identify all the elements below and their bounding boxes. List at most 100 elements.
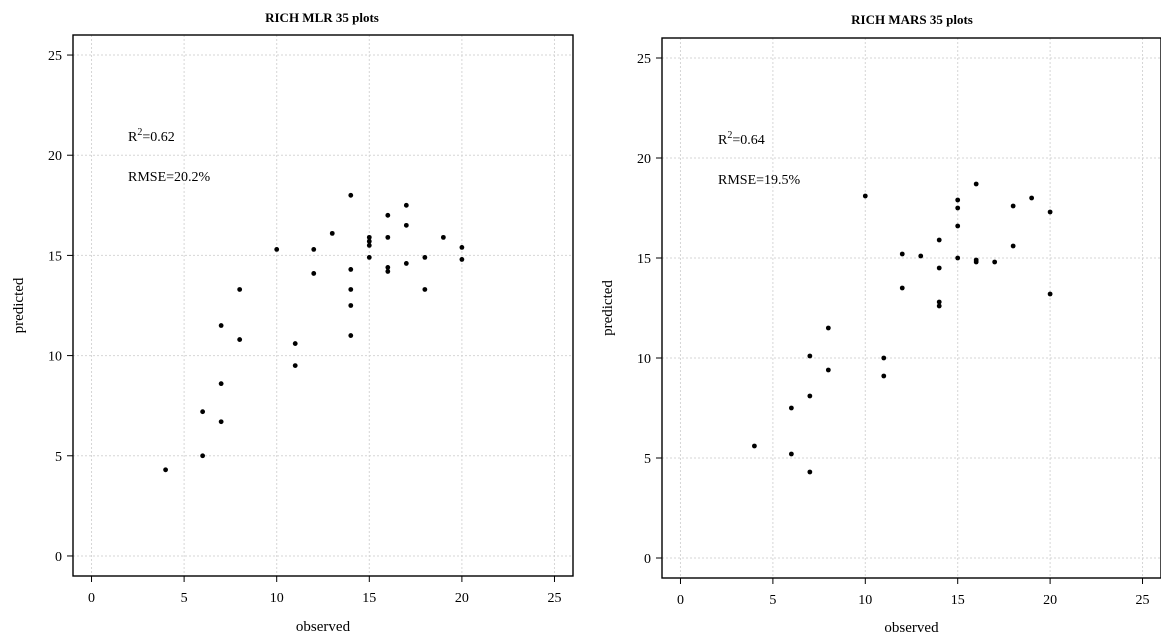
data-point xyxy=(807,469,813,475)
data-point xyxy=(422,255,428,260)
y-axis-label: predicted xyxy=(600,280,616,336)
data-point xyxy=(403,261,409,266)
data-point xyxy=(366,238,372,244)
data-point xyxy=(459,257,465,262)
data-point xyxy=(292,363,298,369)
data-point xyxy=(788,451,794,457)
y-tick-label: 15 xyxy=(48,249,62,264)
data-point xyxy=(788,405,794,411)
x-tick-label: 15 xyxy=(951,593,965,608)
data-point xyxy=(1047,209,1053,215)
data-point xyxy=(311,271,317,276)
data-point xyxy=(366,255,372,260)
data-point xyxy=(973,181,979,187)
data-point xyxy=(459,244,465,250)
data-point xyxy=(218,323,224,328)
data-point xyxy=(825,325,831,331)
x-axis-label: observed xyxy=(296,619,351,635)
plot-frame xyxy=(661,37,1161,579)
data-point xyxy=(403,202,409,208)
data-point xyxy=(422,287,428,292)
y-tick-label: 5 xyxy=(644,452,651,467)
data-point xyxy=(292,341,298,346)
x-tick-label: 25 xyxy=(547,591,561,606)
data-point xyxy=(1010,243,1016,249)
y-tick-label: 15 xyxy=(637,252,651,267)
y-tick-label: 0 xyxy=(644,552,651,567)
data-point xyxy=(403,222,409,228)
r-squared-annotation: R2=0.64 xyxy=(718,130,765,148)
data-point xyxy=(348,192,354,198)
data-point xyxy=(329,230,335,236)
data-point xyxy=(899,251,905,257)
y-tick-label: 10 xyxy=(637,352,651,367)
r-squared-annotation: R2=0.62 xyxy=(128,127,175,145)
y-tick-label: 20 xyxy=(637,152,651,167)
data-point xyxy=(955,255,961,261)
chart-panel-2: 0 5 10 15 20 25 0 5 10 15 20 25 RICH MARS 35 plots ob… xyxy=(600,12,1161,636)
data-point xyxy=(163,467,168,473)
data-point xyxy=(311,246,317,252)
data-point xyxy=(200,409,206,415)
x-tick-label: 5 xyxy=(769,593,776,608)
x-tick-label: 15 xyxy=(362,591,376,606)
data-point xyxy=(807,353,813,359)
x-tick-label: 20 xyxy=(455,591,469,606)
data-point xyxy=(918,253,924,259)
data-point xyxy=(899,285,905,291)
data-point xyxy=(385,269,391,274)
y-tick-label: 5 xyxy=(55,450,62,465)
data-point xyxy=(807,393,813,399)
chart-title: RICH MLR 35 plots xyxy=(265,10,379,25)
data-point xyxy=(881,373,887,379)
data-point xyxy=(218,381,224,387)
data-point xyxy=(936,265,942,271)
data-point xyxy=(385,234,391,240)
data-point xyxy=(973,259,979,265)
rmse-annotation: RMSE=20.2% xyxy=(128,170,211,185)
data-point xyxy=(1029,195,1035,201)
data-point xyxy=(348,333,354,338)
data-point xyxy=(936,303,942,309)
plot-frame xyxy=(72,34,574,577)
y-tick-label: 10 xyxy=(48,350,62,365)
x-tick-label: 10 xyxy=(270,591,284,606)
data-point xyxy=(825,367,831,373)
data-point xyxy=(936,237,942,243)
y-tick-label: 0 xyxy=(55,550,62,565)
data-point xyxy=(440,234,446,240)
x-tick-label: 0 xyxy=(677,593,684,608)
y-tick-label: 20 xyxy=(48,149,62,164)
data-point xyxy=(752,443,757,449)
data-point xyxy=(366,234,372,240)
data-point xyxy=(862,193,868,199)
data-point xyxy=(348,303,354,308)
data-point xyxy=(992,259,998,265)
x-tick-label: 20 xyxy=(1043,593,1057,608)
data-point xyxy=(274,246,280,252)
data-point xyxy=(200,453,206,459)
data-point xyxy=(218,419,224,425)
chart-panel-1: 0 5 10 15 20 25 0 5 10 15 20 25 RICH MLR 35 plots obs… xyxy=(11,10,574,635)
rmse-annotation: RMSE=19.5% xyxy=(718,173,801,188)
data-point xyxy=(955,205,961,211)
data-point xyxy=(385,212,391,218)
data-point xyxy=(385,265,391,270)
y-tick-label: 25 xyxy=(48,49,62,64)
data-point xyxy=(348,287,354,292)
data-point xyxy=(237,337,243,342)
y-tick-label: 25 xyxy=(637,52,651,67)
data-point xyxy=(1010,203,1016,209)
data-point xyxy=(881,355,887,361)
y-axis-label: predicted xyxy=(11,277,27,333)
x-tick-label: 5 xyxy=(181,591,188,606)
data-point xyxy=(348,267,354,272)
x-tick-label: 25 xyxy=(1136,593,1150,608)
x-tick-label: 0 xyxy=(88,591,95,606)
chart-title: RICH MARS 35 plots xyxy=(851,12,973,27)
data-point xyxy=(366,242,372,248)
data-point xyxy=(936,299,942,305)
data-point xyxy=(237,287,243,292)
x-axis-label: observed xyxy=(884,620,939,636)
